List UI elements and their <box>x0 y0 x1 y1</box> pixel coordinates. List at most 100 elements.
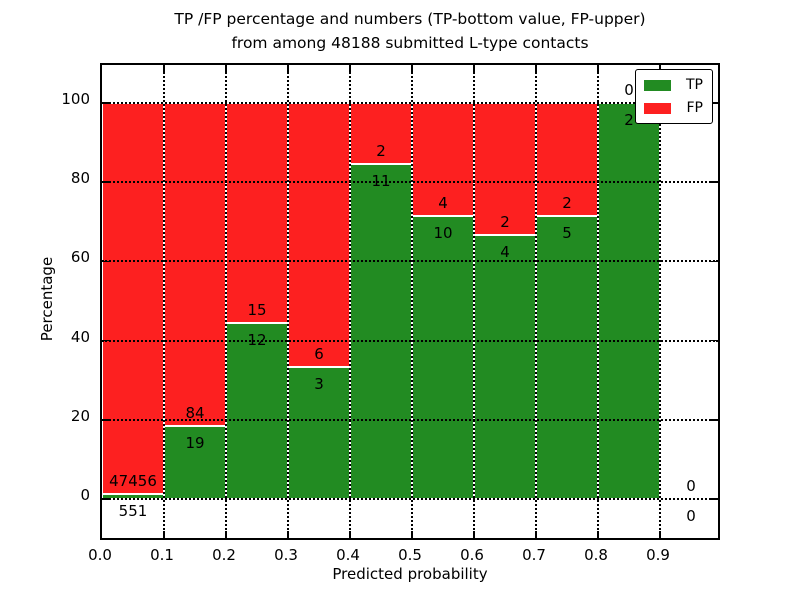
y-tick-label: 60 <box>70 248 90 267</box>
bar-segment-fp <box>164 103 226 426</box>
legend-label-fp: FP <box>686 100 704 116</box>
x-tick-mark <box>163 65 165 72</box>
x-tick-label: 0.4 <box>336 546 360 564</box>
y-tick-label: 0 <box>80 486 90 504</box>
y-tick-mark <box>711 339 718 342</box>
x-tick-label: 0.8 <box>584 546 608 564</box>
gridline-vertical <box>349 65 351 538</box>
y-tick-mark <box>711 419 718 421</box>
gridline-vertical <box>163 65 165 538</box>
gridline-horizontal <box>102 102 718 104</box>
bar-segment-tp <box>350 163 412 499</box>
value-label-tp: 551 <box>118 502 148 521</box>
gridline-vertical <box>597 65 599 538</box>
x-tick-label: 0.0 <box>88 546 112 564</box>
value-label-fp: 0 <box>686 477 696 495</box>
y-tick-label: 80 <box>70 169 90 188</box>
chart-title: TP /FP percentage and numbers (TP-bottom… <box>100 7 720 55</box>
value-label-tp: 3 <box>314 375 324 393</box>
x-tick-mark <box>597 531 599 538</box>
bar-segment-tp <box>412 216 474 499</box>
gridline-horizontal <box>102 339 718 342</box>
x-tick-mark <box>287 65 289 72</box>
y-tick-label: 20 <box>70 406 90 425</box>
x-tick-mark <box>163 531 165 538</box>
value-label-fp: 2 <box>562 194 572 213</box>
y-tick-mark <box>711 498 718 500</box>
y-tick-mark <box>102 339 109 342</box>
x-tick-mark <box>659 65 661 72</box>
value-label-fp: 15 <box>247 301 267 320</box>
y-tick-mark <box>711 181 718 183</box>
y-tick-label: 100 <box>61 90 90 108</box>
bar-segment-tp <box>226 323 288 499</box>
y-tick-mark <box>102 419 109 421</box>
x-tick-label: 0.1 <box>150 546 174 564</box>
x-tick-label: 0.2 <box>212 546 236 564</box>
value-label-fp: 0 <box>624 81 634 99</box>
chart-title-line1: TP /FP percentage and numbers (TP-bottom… <box>174 10 646 28</box>
y-tick-mark <box>102 498 109 500</box>
bar-segment-tp <box>598 103 660 499</box>
x-tick-label: 0.7 <box>522 546 546 564</box>
gridline-vertical <box>287 65 289 538</box>
x-tick-label: 0.6 <box>460 546 484 564</box>
gridline-horizontal <box>102 181 718 184</box>
x-tick-label: 0.9 <box>646 546 670 564</box>
x-tick-mark <box>225 531 227 538</box>
value-label-fp: 2 <box>376 141 386 160</box>
value-label-tp: 12 <box>247 331 267 350</box>
gridline-horizontal <box>102 418 718 421</box>
x-tick-label: 0.3 <box>274 546 298 564</box>
bar-segment-fp <box>536 103 598 217</box>
value-label-tp: 19 <box>185 433 205 452</box>
gridline-horizontal <box>102 498 718 500</box>
value-label-tp: 4 <box>500 242 510 261</box>
value-label-fp: 2 <box>500 212 510 231</box>
legend-item-tp: TP <box>644 77 703 93</box>
y-tick-mark <box>102 102 109 104</box>
tp-swatch-icon <box>644 79 671 91</box>
x-tick-mark <box>411 65 413 72</box>
gridline-vertical <box>473 65 475 538</box>
x-tick-mark <box>225 65 227 72</box>
x-tick-mark <box>411 531 413 538</box>
value-label-tp: 5 <box>562 224 572 243</box>
y-tick-mark <box>102 260 109 263</box>
bar-segment-tp <box>536 216 598 499</box>
x-tick-mark <box>597 65 599 72</box>
x-tick-mark <box>349 65 351 72</box>
value-label-fp: 4 <box>438 194 448 213</box>
gridline-vertical <box>411 65 413 538</box>
value-label-tp: 0 <box>686 507 696 525</box>
gridline-vertical <box>535 65 537 538</box>
chart-title-line2: from among 48188 submitted L-type contac… <box>231 34 589 52</box>
x-tick-mark <box>535 531 537 538</box>
x-tick-mark <box>473 531 475 538</box>
value-label-tp: 2 <box>624 111 634 129</box>
gridline-horizontal <box>102 260 718 263</box>
gridline-vertical <box>225 65 227 538</box>
x-tick-mark <box>473 65 475 72</box>
bar-segment-tp <box>474 234 536 499</box>
x-tick-label: 0.5 <box>398 546 422 564</box>
x-axis-label: Predicted probability <box>332 565 488 583</box>
x-tick-mark <box>349 531 351 538</box>
fp-swatch-icon <box>644 102 671 114</box>
legend-item-fp: FP <box>644 100 703 116</box>
value-label-fp: 6 <box>314 345 324 363</box>
y-tick-mark <box>102 181 109 183</box>
value-label-fp: 84 <box>185 403 205 422</box>
plot-area: TP FP 47456 551 84 19 15 12 6 3 2 11 4 10 2 4 2 5 0 2 0 0 <box>100 63 720 540</box>
y-tick-mark <box>711 102 718 104</box>
x-tick-mark <box>659 531 661 538</box>
bar-segment-fp <box>102 103 164 495</box>
value-label-tp: 10 <box>433 224 453 243</box>
bar-segment-fp <box>226 103 288 324</box>
value-label-fp: 47456 <box>109 472 157 491</box>
legend: TP FP <box>635 69 713 124</box>
gridline-vertical <box>659 65 661 538</box>
x-tick-mark <box>535 65 537 72</box>
y-tick-label: 40 <box>70 327 90 346</box>
